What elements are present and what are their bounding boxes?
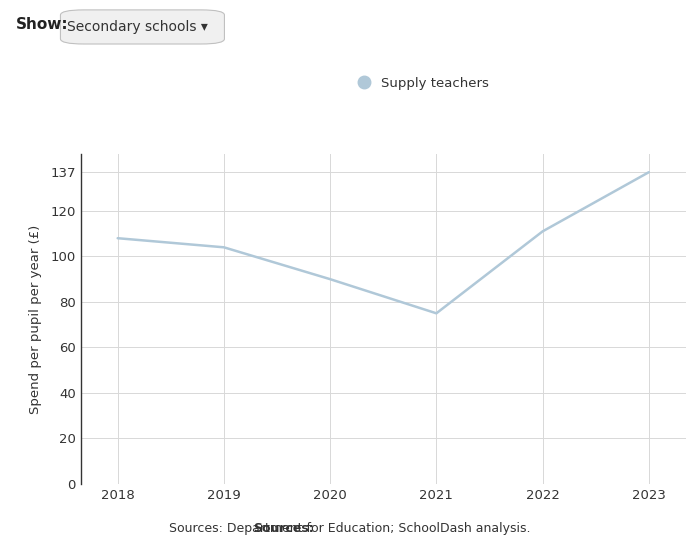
- Legend: Supply teachers: Supply teachers: [345, 72, 494, 95]
- Text: Sources:: Sources:: [253, 521, 314, 535]
- Text: Show:: Show:: [15, 16, 68, 32]
- Text: Sources: Department for Education; SchoolDash analysis.: Sources: Department for Education; Schoo…: [169, 523, 531, 536]
- FancyBboxPatch shape: [60, 10, 225, 44]
- Text: Sources: Department for Education; SchoolDash analysis.: Sources: Department for Education; Schoo…: [169, 521, 531, 535]
- Y-axis label: Spend per pupil per year (£): Spend per pupil per year (£): [29, 224, 42, 414]
- Text: Secondary schools ▾: Secondary schools ▾: [67, 20, 208, 34]
